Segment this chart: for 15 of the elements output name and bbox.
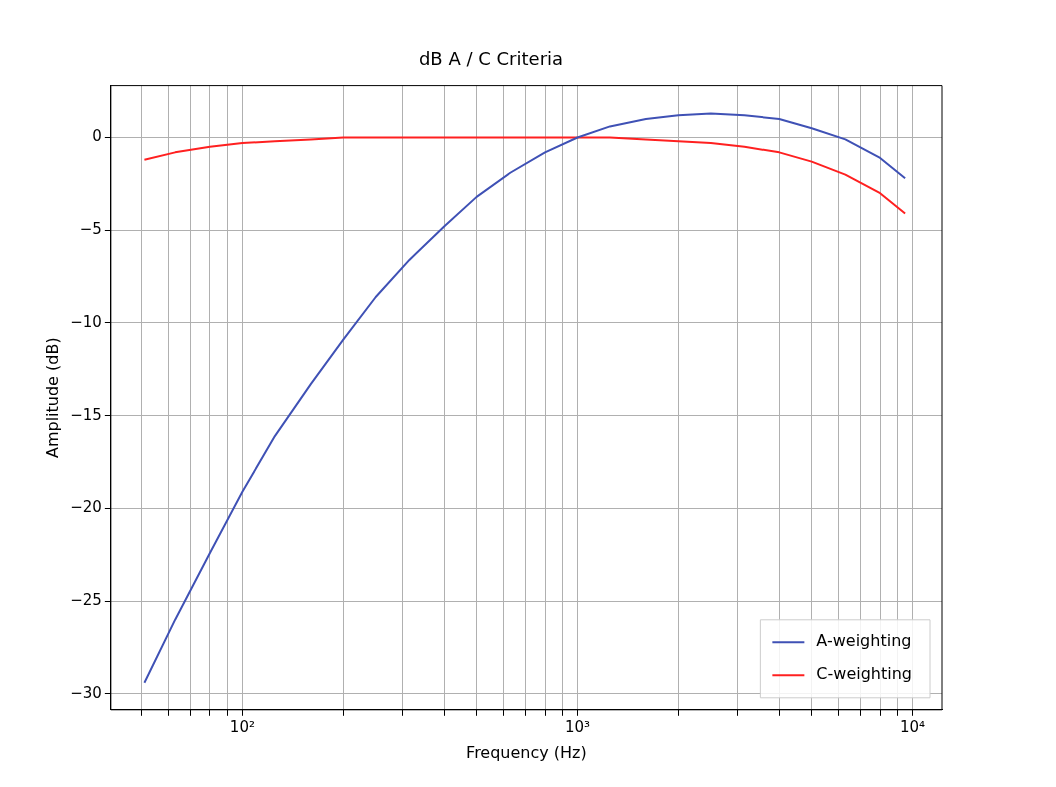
legend-label: C-weighting bbox=[816, 664, 913, 684]
y-tick-label: −5 bbox=[79, 220, 102, 239]
chart-title: dB A / C Criteria bbox=[418, 48, 564, 70]
y-tick-label: 0 bbox=[92, 127, 102, 146]
legend-label: A-weighting bbox=[816, 631, 912, 651]
x-tick-label: 10³ bbox=[564, 717, 591, 736]
y-tick-label: −20 bbox=[70, 498, 102, 517]
x-axis-title: Frequency (Hz) bbox=[466, 742, 587, 762]
y-axis-title: Amplitude (dB) bbox=[42, 337, 62, 459]
x-tick-label: 10² bbox=[229, 717, 255, 736]
y-tick-label: −25 bbox=[70, 591, 102, 610]
y-tick-label: −15 bbox=[70, 405, 102, 424]
y-tick-label: −10 bbox=[70, 312, 102, 331]
y-tick-label: −30 bbox=[70, 683, 102, 702]
x-tick-label: 10⁴ bbox=[900, 717, 926, 736]
